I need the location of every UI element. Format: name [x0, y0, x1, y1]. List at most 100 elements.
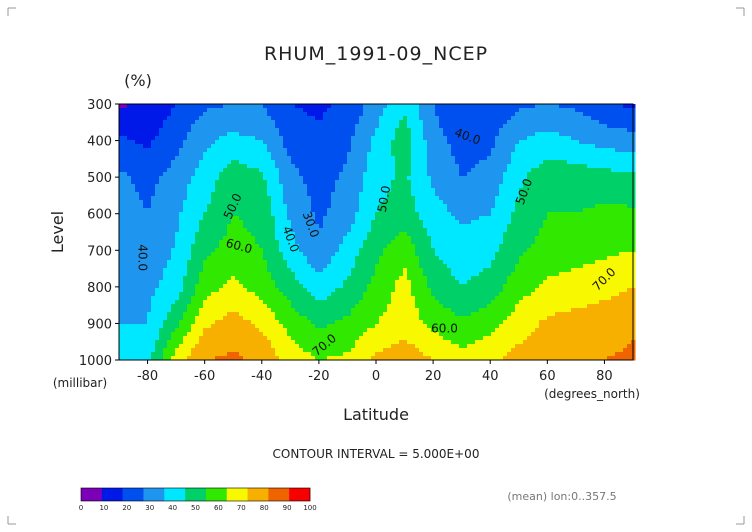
field-cell — [175, 128, 180, 133]
field-cell — [231, 248, 236, 253]
field-cell — [199, 236, 204, 241]
field-cell — [423, 244, 428, 249]
field-cell — [407, 244, 412, 249]
field-cell — [479, 216, 484, 221]
field-cell — [419, 124, 424, 129]
field-cell — [519, 104, 524, 109]
field-cell — [387, 108, 392, 113]
field-cell — [539, 192, 544, 197]
field-cell — [423, 152, 428, 157]
field-cell — [311, 136, 316, 141]
field-cell — [559, 164, 564, 169]
field-cell — [627, 164, 632, 169]
field-cell — [599, 160, 604, 165]
field-cell — [491, 144, 496, 149]
field-cell — [499, 132, 504, 137]
field-cell — [459, 212, 464, 217]
field-cell — [243, 220, 248, 225]
field-cell — [427, 236, 432, 241]
field-cell — [379, 116, 384, 121]
field-cell — [279, 172, 284, 177]
field-cell — [487, 228, 492, 233]
field-cell — [475, 252, 480, 257]
field-cell — [307, 176, 312, 181]
field-cell — [547, 200, 552, 205]
field-cell — [523, 176, 528, 181]
field-cell — [263, 136, 268, 141]
field-cell — [587, 112, 592, 117]
field-cell — [147, 256, 152, 261]
field-cell — [455, 184, 460, 189]
field-cell — [611, 248, 616, 253]
field-cell — [263, 164, 268, 169]
field-cell — [459, 172, 464, 177]
field-cell — [135, 160, 140, 165]
field-cell — [539, 112, 544, 117]
field-cell — [215, 116, 220, 121]
field-cell — [583, 232, 588, 237]
field-cell — [259, 104, 264, 109]
field-cell — [427, 168, 432, 173]
field-cell — [571, 176, 576, 181]
field-cell — [575, 104, 580, 109]
field-cell — [307, 224, 312, 229]
field-cell — [123, 248, 128, 253]
field-cell — [447, 120, 452, 125]
field-cell — [567, 196, 572, 201]
field-cell — [287, 228, 292, 233]
field-cell — [575, 196, 580, 201]
field-cell — [543, 156, 548, 161]
field-cell — [555, 192, 560, 197]
field-cell — [443, 116, 448, 121]
field-cell — [131, 156, 136, 161]
field-cell — [203, 172, 208, 177]
field-cell — [231, 208, 236, 213]
field-cell — [431, 108, 436, 113]
field-cell — [511, 148, 516, 153]
field-cell — [627, 112, 632, 117]
field-cell — [131, 248, 136, 253]
field-cell — [587, 212, 592, 217]
field-cell — [315, 120, 320, 125]
field-cell — [275, 248, 280, 253]
field-cell — [427, 240, 432, 245]
field-cell — [555, 216, 560, 221]
field-cell — [627, 156, 632, 161]
field-cell — [387, 132, 392, 137]
field-cell — [299, 240, 304, 245]
field-cell — [551, 176, 556, 181]
field-cell — [211, 116, 216, 121]
field-cell — [487, 196, 492, 201]
field-cell — [243, 164, 248, 169]
field-cell — [215, 212, 220, 217]
field-cell — [467, 148, 472, 153]
field-cell — [559, 192, 564, 197]
field-cell — [363, 144, 368, 149]
field-cell — [131, 196, 136, 201]
field-cell — [195, 248, 200, 253]
field-cell — [455, 168, 460, 173]
field-cell — [495, 128, 500, 133]
field-cell — [139, 168, 144, 173]
field-cell — [175, 196, 180, 201]
field-cell — [499, 184, 504, 189]
field-cell — [203, 124, 208, 129]
field-cell — [439, 228, 444, 233]
field-cell — [543, 240, 548, 245]
field-cell — [343, 212, 348, 217]
field-cell — [443, 112, 448, 117]
field-cell — [247, 128, 252, 133]
field-cell — [419, 220, 424, 225]
field-cell — [259, 148, 264, 153]
field-cell — [471, 192, 476, 197]
field-cell — [271, 108, 276, 113]
field-cell — [327, 220, 332, 225]
field-cell — [179, 220, 184, 225]
field-cell — [347, 192, 352, 197]
field-cell — [431, 184, 436, 189]
field-cell — [131, 188, 136, 193]
field-cell — [267, 196, 272, 201]
field-cell — [411, 140, 416, 145]
field-cell — [347, 224, 352, 229]
field-cell — [503, 172, 508, 177]
